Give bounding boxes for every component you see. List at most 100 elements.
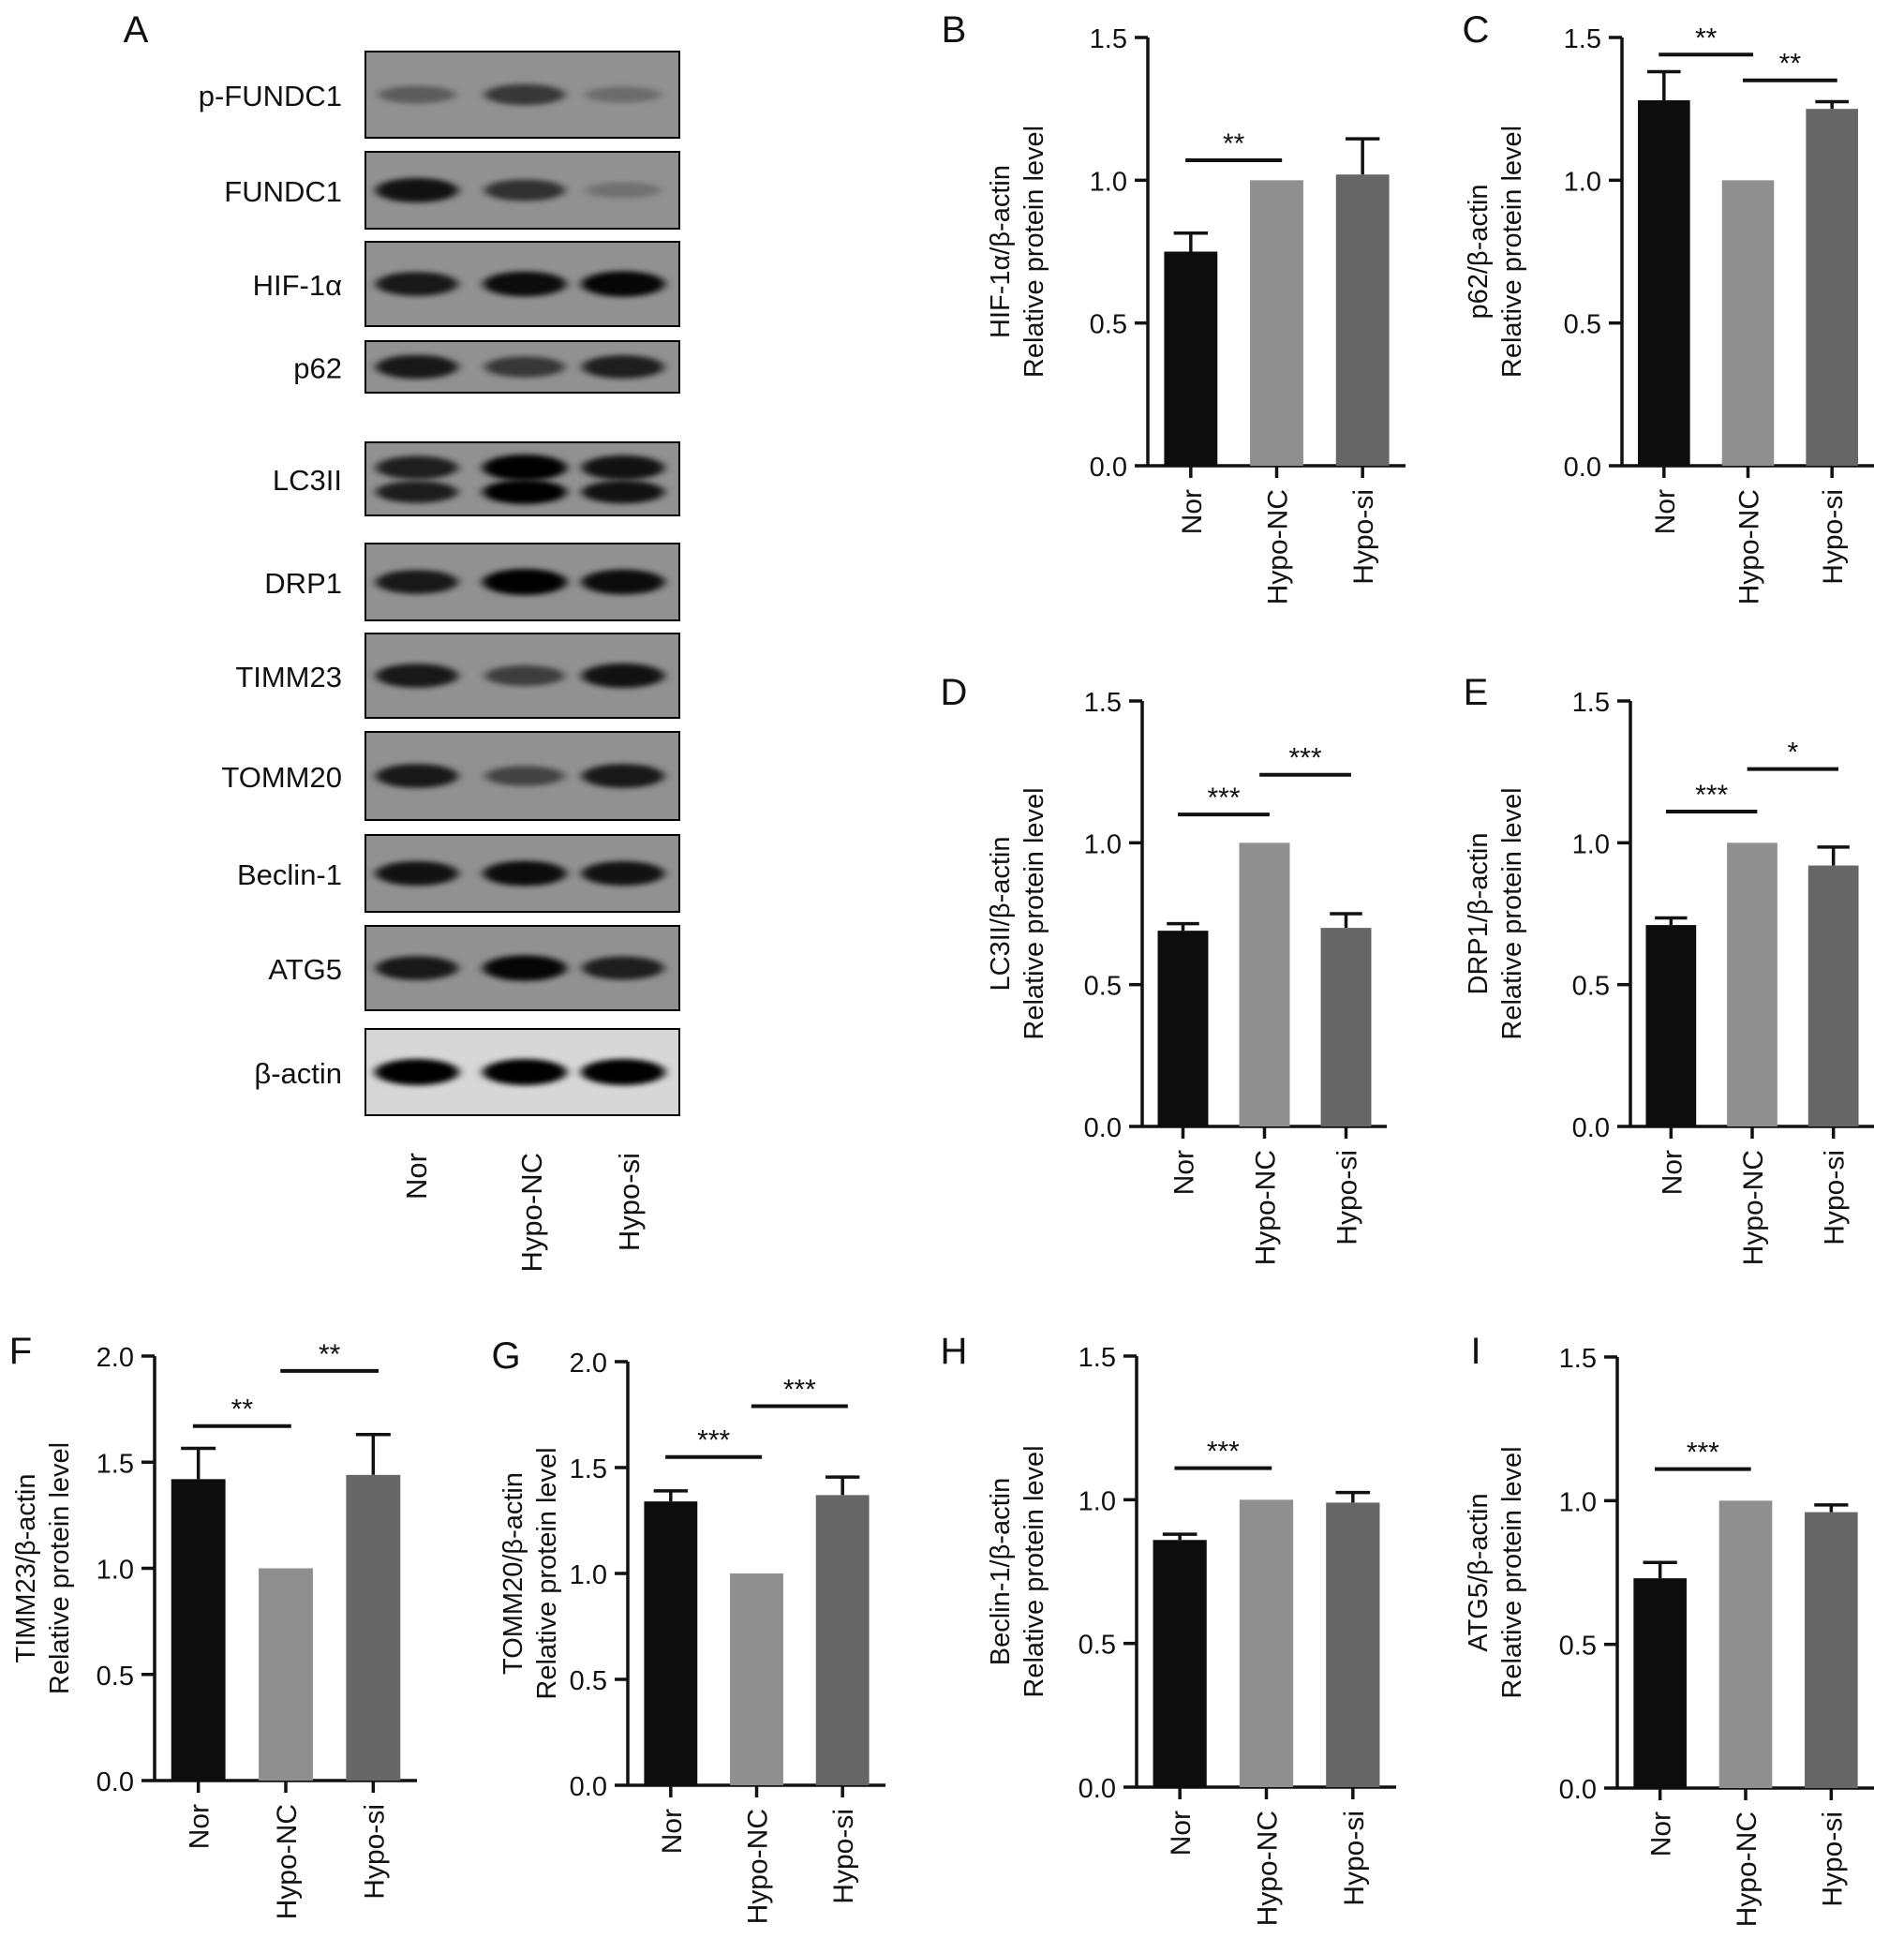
blot-band <box>376 272 458 296</box>
y-axis-label: p62/β-actin <box>1464 184 1494 319</box>
y-tick-label: 1.5 <box>1564 24 1601 54</box>
bar <box>1718 1500 1773 1788</box>
x-tick-label: Hypo-si <box>1817 1811 1848 1907</box>
x-tick-label: Nor <box>185 1804 216 1849</box>
blot-band <box>375 860 459 887</box>
blot-band <box>483 955 567 981</box>
bar <box>644 1501 698 1785</box>
chart-panel-I: I 0.0 0.5 1.0 1.5 ATG5/β-actin Relative protei… <box>1464 1331 1874 1927</box>
blot-label: ATG5 <box>268 953 342 986</box>
y-tick-label: 1.0 <box>1090 167 1127 197</box>
bar <box>1335 174 1390 467</box>
x-tick-label: Nor <box>657 1809 688 1854</box>
significance-label: *** <box>697 1425 730 1456</box>
blot-band <box>585 182 662 199</box>
blot-label: HIF-1α <box>253 269 343 302</box>
y-tick-label: 1.5 <box>97 1449 134 1479</box>
western-blot-panel: Ap-FUNDC1 FUNDC1 HIF-1α p62 LC3II DRP1 TIMM23 T… <box>124 9 680 1272</box>
blot-lane-label: Nor <box>400 1153 433 1200</box>
y-tick-label: 0.0 <box>97 1767 134 1797</box>
blot-row: ATG5 <box>268 925 680 1011</box>
panel-letter: C <box>1463 9 1490 51</box>
blot-band <box>483 455 567 481</box>
bar <box>1250 180 1303 467</box>
chart-panel-H: H 0.0 0.5 1.0 1.5 Beclin-1/β-actin Relative pr… <box>941 1331 1396 1926</box>
y-tick-label: 1.5 <box>1559 1344 1597 1374</box>
blot-row: DRP1 <box>264 543 680 621</box>
blot-row: LC3II <box>273 441 680 516</box>
blot-band <box>484 665 565 686</box>
x-tick-label: Hypo-NC <box>1738 1150 1769 1265</box>
y-tick-label: 2.0 <box>570 1349 607 1379</box>
blot-band <box>483 1059 567 1085</box>
y-tick-label: 0.5 <box>1572 972 1610 1002</box>
x-tick-label: Nor <box>1646 1811 1677 1856</box>
y-tick-label: 0.5 <box>1090 310 1127 340</box>
bar <box>1164 251 1218 466</box>
x-tick-label: Hypo-si <box>1348 489 1379 585</box>
y-tick-label: 1.0 <box>97 1556 134 1586</box>
blot-band <box>581 1059 665 1085</box>
blot-label: p-FUNDC1 <box>199 80 342 112</box>
x-tick-label: Hypo-NC <box>1253 1811 1284 1926</box>
y-axis-label: Relative protein level <box>1497 787 1527 1039</box>
y-tick-label: 0.5 <box>570 1666 607 1696</box>
bar <box>1806 109 1858 467</box>
blot-band <box>581 569 665 595</box>
bar <box>1633 1578 1687 1788</box>
blot-band <box>581 860 665 887</box>
y-tick-label: 1.5 <box>570 1454 607 1484</box>
y-axis-label: Relative protein level <box>1019 126 1049 378</box>
panel-letter: F <box>9 1331 32 1372</box>
panel-letter: I <box>1470 1331 1480 1372</box>
y-axis-label: TIMM23/β-actin <box>11 1474 41 1663</box>
blot-band <box>582 956 664 980</box>
y-tick-label: 0.0 <box>1564 453 1601 483</box>
panel-letter: E <box>1464 672 1489 713</box>
blot-band <box>581 271 665 297</box>
significance-label: *** <box>1207 783 1240 813</box>
x-tick-label: Nor <box>1177 489 1208 534</box>
blot-band-lower <box>376 481 458 503</box>
x-tick-label: Nor <box>1657 1150 1688 1195</box>
bar <box>1239 1499 1294 1787</box>
blot-band <box>376 663 458 688</box>
significance-label: ** <box>231 1394 254 1425</box>
bar <box>1727 842 1778 1126</box>
blot-band <box>376 764 458 788</box>
blot-band-lower <box>581 480 665 504</box>
blot-band <box>582 355 664 379</box>
panel-letter: G <box>491 1335 520 1377</box>
x-tick-label: Hypo-si <box>828 1809 859 1904</box>
blot-band <box>581 663 665 689</box>
significance-label: *** <box>1207 1437 1240 1468</box>
chart-panel-F: F 0.0 0.5 1.0 1.5 2.0 TIMM23/β-actin Relative p… <box>9 1331 417 1919</box>
blot-label: TIMM23 <box>235 661 342 693</box>
x-tick-label: Hypo-NC <box>1263 489 1294 604</box>
blot-band <box>376 570 458 594</box>
chart-panel-C: C 0.0 0.5 1.0 1.5 p62/β-actin Relative protein… <box>1463 9 1874 604</box>
panel-letter: B <box>942 9 967 51</box>
blot-row: β-actin <box>254 1028 680 1116</box>
y-tick-label: 0.0 <box>570 1772 607 1802</box>
bar <box>346 1474 401 1781</box>
blot-row: TIMM23 <box>235 633 680 719</box>
x-tick-label: Nor <box>1166 1811 1197 1856</box>
significance-label: ** <box>1695 22 1718 53</box>
panel-letter-A: A <box>124 9 149 51</box>
bar <box>1721 180 1775 467</box>
x-tick-label: Hypo-si <box>1818 489 1849 585</box>
x-tick-label: Hypo-NC <box>1251 1150 1282 1265</box>
bar <box>1638 100 1690 466</box>
bar <box>259 1568 313 1781</box>
significance-label: ** <box>1223 128 1245 159</box>
significance-label: *** <box>1288 743 1321 774</box>
y-tick-label: 1.0 <box>1078 1486 1116 1516</box>
y-axis-label: DRP1/β-actin <box>1464 832 1494 994</box>
y-tick-label: 1.0 <box>1084 829 1122 859</box>
bar <box>1645 925 1697 1126</box>
y-axis-label: HIF-1α/β-actin <box>986 165 1016 338</box>
y-tick-label: 0.5 <box>1084 972 1122 1002</box>
